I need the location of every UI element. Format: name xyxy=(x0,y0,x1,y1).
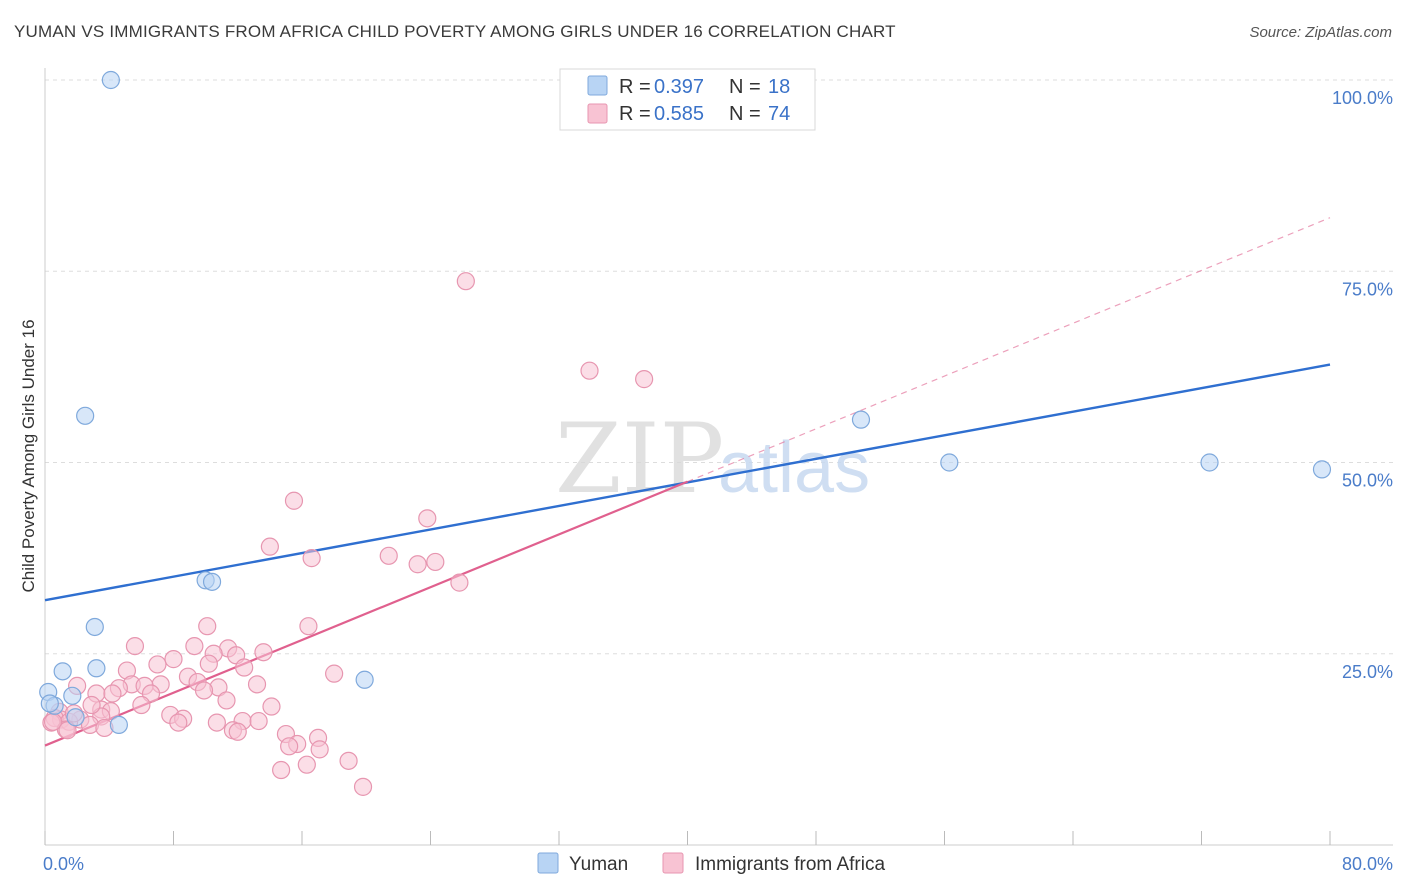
yuman-point xyxy=(940,453,959,472)
yuman-point xyxy=(85,617,104,637)
africa-point xyxy=(148,655,167,674)
points-layer xyxy=(39,70,1332,796)
africa-point xyxy=(217,691,236,710)
legend-bottom-label-yuman: Yuman xyxy=(569,854,628,875)
legend-r-label-yuman: R = xyxy=(619,76,651,98)
africa-point xyxy=(207,713,226,732)
africa-point xyxy=(254,643,273,662)
africa-point xyxy=(635,370,654,389)
watermark-zip: ZIP xyxy=(555,403,724,515)
yuman-point xyxy=(355,670,374,689)
africa-point xyxy=(302,549,321,568)
africa-point xyxy=(262,697,281,716)
legend-r-value-yuman: 0.397 xyxy=(654,76,704,98)
yuman-point xyxy=(76,406,95,425)
africa-point xyxy=(299,617,318,636)
y-tick-label: 50.0% xyxy=(1342,471,1393,491)
africa-point xyxy=(103,684,122,703)
africa-point xyxy=(164,650,183,669)
legend-top: R = 0.397 N = 18 R = 0.585 N = 74 xyxy=(559,68,816,131)
africa-point xyxy=(280,737,299,756)
legend-n-value-yuman: 18 xyxy=(768,76,790,98)
watermark: ZIP atlas xyxy=(555,403,870,515)
chart-source: Source: ZipAtlas.com xyxy=(1249,24,1392,41)
x-tick-label: 0.0% xyxy=(43,854,84,874)
yuman-point xyxy=(53,662,72,681)
legend-swatch-africa xyxy=(587,103,608,124)
yuman-point xyxy=(40,694,59,713)
watermark-atlas: atlas xyxy=(718,428,870,508)
legend-bottom-swatch-africa xyxy=(662,852,684,874)
africa-point xyxy=(297,755,316,774)
legend-swatch-yuman xyxy=(587,75,608,96)
africa-point xyxy=(169,713,188,732)
yuman-point xyxy=(1312,460,1332,479)
africa-point xyxy=(379,546,398,565)
legend-n-label-yuman: N = xyxy=(729,76,761,98)
africa-point xyxy=(456,272,475,291)
africa-point xyxy=(272,760,291,780)
africa-point xyxy=(249,711,268,731)
africa-point xyxy=(260,537,279,556)
yuman-point xyxy=(101,70,120,90)
legend-r-value-africa: 0.585 xyxy=(654,103,704,125)
africa-point xyxy=(310,740,329,759)
africa-point xyxy=(198,617,217,636)
yuman-point xyxy=(63,686,82,705)
x-tick-label: 80.0% xyxy=(1342,854,1393,874)
legend-bottom-label-africa: Immigrants from Africa xyxy=(695,854,885,875)
africa-point xyxy=(284,491,304,510)
africa-point xyxy=(247,675,267,694)
africa-point xyxy=(325,664,344,683)
yuman-point xyxy=(87,659,106,678)
legend-n-label-africa: N = xyxy=(729,103,761,125)
africa-point xyxy=(580,361,599,380)
axes-layer: 25.0% 50.0% 75.0% 100.0% 0.0% 80.0% xyxy=(43,68,1393,874)
africa-point xyxy=(426,552,445,572)
grid-layer xyxy=(45,79,1393,655)
africa-point xyxy=(408,555,427,574)
yuman-point xyxy=(66,708,85,727)
y-tick-label: 75.0% xyxy=(1342,279,1393,299)
africa-trend-extension xyxy=(687,217,1331,483)
legend-bottom-swatch-yuman xyxy=(537,852,559,874)
legend-n-value-africa: 74 xyxy=(768,103,790,125)
legend-r-label-africa: R = xyxy=(619,103,651,125)
africa-point xyxy=(194,681,214,700)
y-tick-label: 25.0% xyxy=(1342,662,1393,682)
y-axis-title: Child Poverty Among Girls Under 16 xyxy=(19,319,38,592)
yuman-point xyxy=(202,572,222,591)
yuman-point xyxy=(851,410,871,429)
africa-point xyxy=(58,721,77,740)
africa-point xyxy=(199,654,218,673)
africa-point xyxy=(418,509,437,528)
africa-point xyxy=(235,658,254,677)
y-tick-label: 100.0% xyxy=(1332,88,1393,108)
africa-point xyxy=(82,695,101,715)
yuman-point xyxy=(1200,453,1219,472)
africa-point xyxy=(132,695,151,715)
africa-point xyxy=(353,777,373,796)
africa-point xyxy=(125,636,145,656)
chart-title: YUMAN VS IMMIGRANTS FROM AFRICA CHILD PO… xyxy=(14,22,896,41)
africa-point xyxy=(339,751,358,770)
africa-point xyxy=(185,636,204,656)
africa-point xyxy=(450,573,469,592)
legend-bottom: Yuman Immigrants from Africa xyxy=(537,852,885,875)
africa-point xyxy=(228,722,247,741)
yuman-point xyxy=(109,715,128,734)
